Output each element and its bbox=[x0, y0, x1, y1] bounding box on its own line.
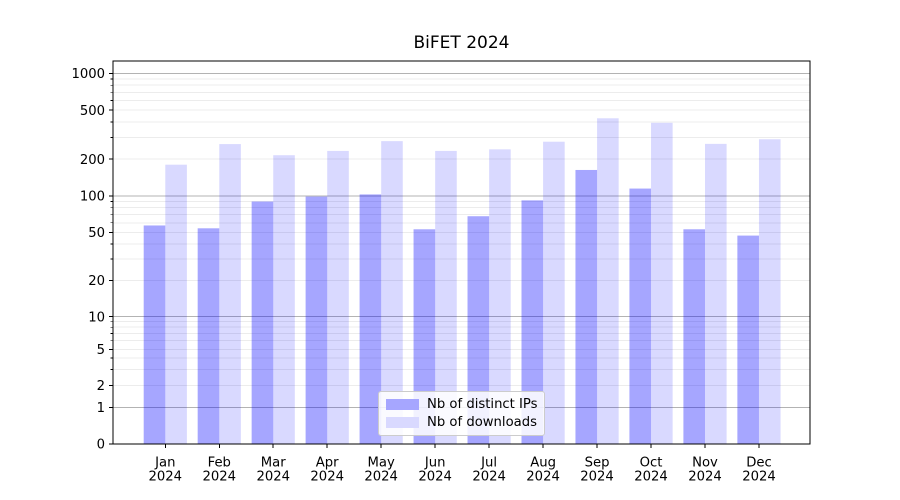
legend-label-downloads: Nb of downloads bbox=[427, 415, 537, 430]
x-tick-label-year: 2024 bbox=[202, 470, 236, 485]
bar-downloads-nov bbox=[705, 143, 727, 445]
bar-downloads-may bbox=[381, 141, 403, 444]
bar-distinct-ips-aug bbox=[521, 200, 544, 444]
bar-downloads-jul bbox=[489, 149, 511, 444]
bar-downloads-jun bbox=[435, 150, 457, 445]
x-tick-label-year: 2024 bbox=[580, 470, 614, 485]
x-tick-label-month: Jun bbox=[424, 456, 446, 471]
bar-distinct-ips-jul bbox=[467, 216, 490, 444]
x-tick-label-year: 2024 bbox=[149, 470, 183, 485]
bar-distinct-ips-oct bbox=[629, 188, 652, 444]
y-tick-label: 500 bbox=[80, 104, 105, 119]
bar-downloads-apr bbox=[327, 150, 349, 445]
x-tick-label-year: 2024 bbox=[310, 470, 344, 485]
x-tick-label-month: Apr bbox=[316, 456, 339, 471]
x-tick-label-month: Jan bbox=[154, 456, 175, 471]
bar-downloads-feb bbox=[219, 144, 241, 444]
x-tick-label-year: 2024 bbox=[742, 470, 776, 485]
legend: Nb of distinct IPs Nb of downloads bbox=[378, 391, 545, 436]
y-tick-label: 1 bbox=[97, 401, 105, 416]
x-tick-label-year: 2024 bbox=[364, 470, 398, 485]
x-tick-label-month: Dec bbox=[746, 456, 772, 471]
y-tick-label: 1000 bbox=[71, 67, 105, 82]
axes-spines bbox=[112, 60, 811, 445]
y-tick-label: 5 bbox=[97, 343, 105, 358]
chart-title: BiFET 2024 bbox=[413, 33, 510, 53]
x-tick-label-month: May bbox=[368, 456, 395, 471]
bar-distinct-ips-jan bbox=[143, 225, 166, 444]
y-tick-label: 20 bbox=[88, 274, 105, 289]
bar-downloads-jan bbox=[165, 164, 187, 444]
y-tick-label: 200 bbox=[80, 153, 105, 168]
y-tick-label: 50 bbox=[88, 226, 105, 241]
y-tick-label: 0 bbox=[97, 438, 105, 453]
x-tick-label-year: 2024 bbox=[634, 470, 668, 485]
bar-downloads-mar bbox=[273, 155, 295, 444]
y-tick-label: 2 bbox=[97, 379, 105, 394]
bar-distinct-ips-dec bbox=[737, 235, 759, 444]
bar-distinct-ips-jun bbox=[413, 229, 436, 444]
x-tick-label-year: 2024 bbox=[256, 470, 290, 485]
x-tick-label-year: 2024 bbox=[472, 470, 506, 485]
y-tick-label: 100 bbox=[80, 190, 105, 205]
bar-downloads-sep bbox=[597, 118, 619, 444]
x-tick-label-month: Feb bbox=[208, 456, 231, 471]
x-tick-label-year: 2024 bbox=[688, 470, 722, 485]
legend-label-distinct-ips: Nb of distinct IPs bbox=[427, 397, 538, 412]
x-tick-label-month: Aug bbox=[530, 456, 556, 471]
bar-downloads-dec bbox=[758, 139, 781, 444]
bar-downloads-oct bbox=[651, 122, 673, 444]
x-tick-label-month: Oct bbox=[640, 456, 663, 471]
x-tick-label-year: 2024 bbox=[418, 470, 452, 485]
x-tick-label-year: 2024 bbox=[526, 470, 560, 485]
x-tick-label-month: Mar bbox=[261, 456, 286, 471]
legend-item-distinct-ips: Nb of distinct IPs bbox=[386, 397, 538, 412]
bar-distinct-ips-mar bbox=[251, 201, 274, 444]
bar-distinct-ips-apr bbox=[305, 196, 328, 444]
x-tick-label-month: Nov bbox=[692, 456, 718, 471]
bar-distinct-ips-sep bbox=[575, 169, 598, 444]
bar-distinct-ips-may bbox=[359, 194, 382, 444]
bar-downloads-aug bbox=[543, 141, 565, 444]
legend-swatch-distinct-ips bbox=[386, 399, 419, 410]
x-tick-label-month: Jul bbox=[480, 456, 497, 471]
bar-distinct-ips-feb bbox=[197, 228, 220, 444]
legend-swatch-downloads bbox=[386, 417, 419, 428]
legend-item-downloads: Nb of downloads bbox=[386, 415, 537, 430]
bar-distinct-ips-nov bbox=[683, 229, 705, 444]
y-tick-label: 10 bbox=[88, 310, 105, 325]
x-tick-label-month: Sep bbox=[585, 456, 610, 471]
